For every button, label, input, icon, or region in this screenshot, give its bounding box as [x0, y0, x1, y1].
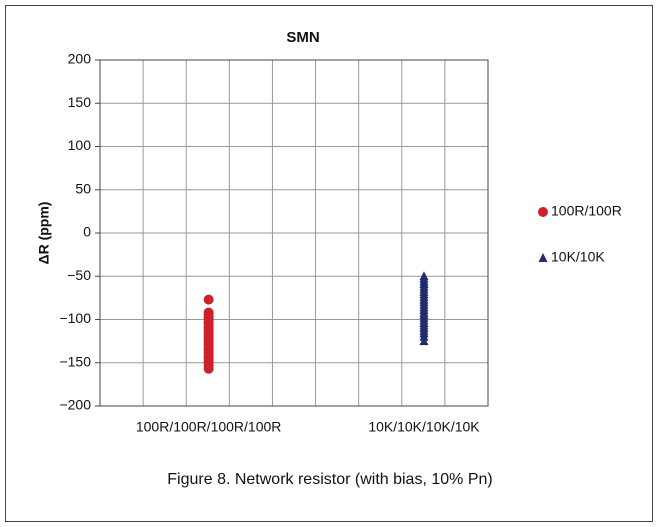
y-tick-label: 100 [68, 137, 92, 153]
y-tick-label: 50 [75, 180, 91, 196]
caption: Figure 8. Network resistor (with bias, 1… [167, 471, 492, 488]
y-tick-label: 200 [68, 51, 92, 67]
legend-marker [538, 207, 548, 217]
y-tick-label: −200 [59, 397, 91, 413]
y-tick-label: −50 [67, 267, 91, 283]
y-tick-label: 0 [83, 224, 91, 240]
point [203, 363, 214, 374]
legend-marker [538, 253, 548, 262]
plot-area [99, 59, 489, 407]
x-tick-label: 10K/10K/10K/10K [368, 419, 480, 435]
y-tick-label: −150 [59, 353, 91, 369]
y-tick-label: 150 [68, 94, 92, 110]
frame [5, 5, 653, 522]
legend-label: 10K/10K [551, 249, 605, 265]
chart-title: SMN [286, 29, 319, 46]
y-tick-label: −100 [59, 310, 91, 326]
legend-label: 100R/100R [551, 203, 622, 219]
point [419, 336, 429, 346]
y-axis-label: ΔR (ppm) [36, 202, 52, 265]
point [203, 294, 214, 305]
x-tick-label: 100R/100R/100R/100R [136, 419, 282, 435]
